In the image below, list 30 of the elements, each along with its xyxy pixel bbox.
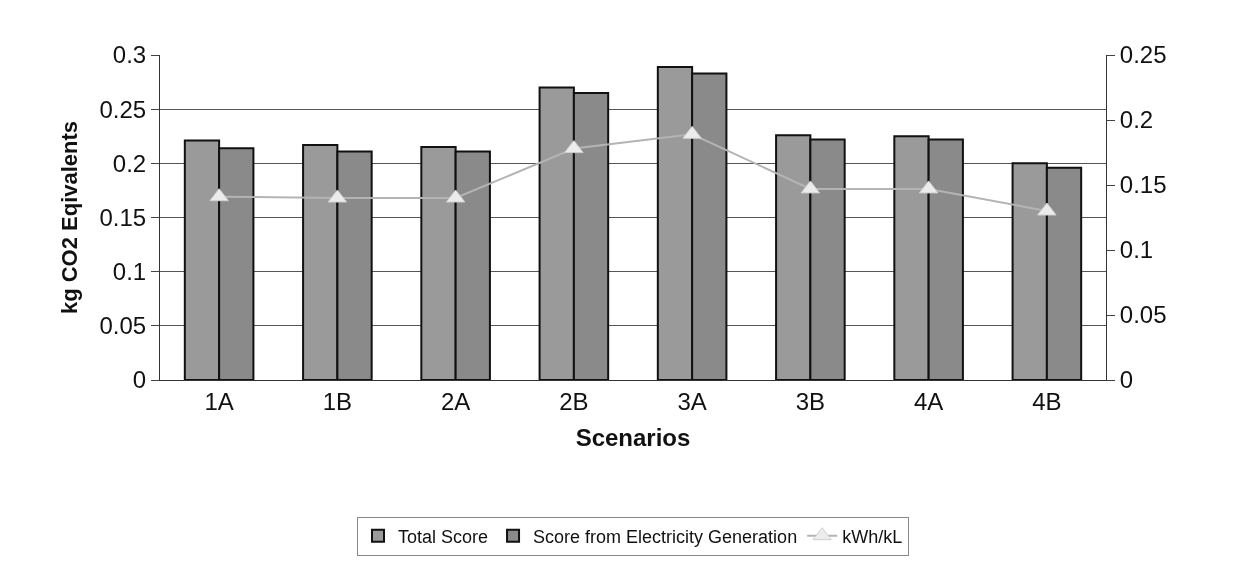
y2-tick-label: 0.25 bbox=[1119, 41, 1167, 69]
y-tick-label: 0.05 bbox=[99, 312, 147, 340]
y2-tick-label: 0.15 bbox=[1119, 171, 1167, 199]
x-axis-title: Scenarios bbox=[575, 424, 691, 452]
legend-label: Total Score bbox=[398, 526, 489, 547]
x-tick-label: 2B bbox=[559, 387, 589, 415]
point bbox=[682, 125, 702, 139]
y-tick-label: 0.25 bbox=[99, 95, 147, 123]
y-tick-label: 0.2 bbox=[112, 149, 147, 177]
y-tick-label: 0.15 bbox=[99, 203, 147, 231]
y2-tick-label: 0.1 bbox=[1119, 236, 1154, 264]
x-tick-label: 3B bbox=[795, 387, 826, 415]
point bbox=[1037, 202, 1057, 216]
x-tick-label: 1B bbox=[322, 387, 353, 415]
y2-tick-label: 0 bbox=[1119, 366, 1134, 394]
point bbox=[564, 140, 584, 154]
y2-tick-label: 0.05 bbox=[1119, 301, 1167, 329]
point bbox=[209, 188, 229, 202]
x-tick-label: 1A bbox=[204, 387, 234, 415]
x-tick-label: 3A bbox=[677, 387, 707, 415]
y2-tick-label: 0.2 bbox=[1119, 106, 1154, 134]
x-tick-label: 4A bbox=[913, 387, 944, 415]
y-axis-title: kg CO2 Eqivalents bbox=[57, 120, 83, 315]
legend-label: Score from Electricity Generation bbox=[533, 526, 798, 547]
x-tick-label: 2A bbox=[440, 387, 471, 415]
y-tick-label: 0.1 bbox=[112, 258, 147, 286]
x-tick-label: 4B bbox=[1032, 387, 1062, 415]
y-tick-label: 0.3 bbox=[112, 41, 147, 69]
legend-label: kWh/kL bbox=[842, 526, 903, 547]
y-tick-label: 0 bbox=[132, 366, 147, 394]
